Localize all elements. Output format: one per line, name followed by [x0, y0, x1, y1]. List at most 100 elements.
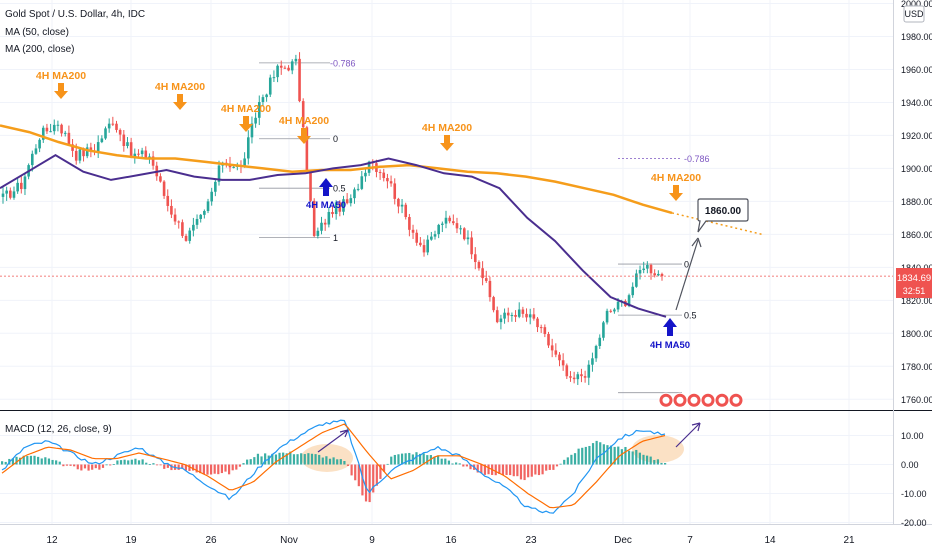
- macd-histogram-bar: [620, 449, 623, 465]
- bar-countdown: 32:51: [903, 286, 926, 296]
- macd-histogram-bar: [537, 464, 541, 476]
- macd-histogram-bar: [415, 452, 418, 465]
- macd-histogram-bar: [37, 456, 40, 465]
- macd-histogram-bar: [51, 459, 54, 465]
- candle-body: [609, 310, 613, 312]
- macd-histogram-bar: [47, 458, 51, 465]
- candle-body: [16, 182, 19, 192]
- candle-body: [20, 182, 23, 190]
- macd-histogram-bar: [26, 456, 29, 465]
- macd-histogram-bar: [238, 464, 242, 467]
- candle-body: [203, 210, 206, 215]
- candle-body: [294, 58, 298, 62]
- candle-body: [250, 123, 254, 138]
- event-flag-center: [718, 396, 726, 404]
- fib-level--0.786-label: -0.786: [330, 58, 356, 68]
- currency-button[interactable]: [903, 5, 925, 23]
- candle-body: [162, 181, 166, 196]
- candle-body: [30, 153, 34, 166]
- macd-histogram-bar: [570, 454, 573, 465]
- candle-body: [514, 314, 517, 317]
- candle-body: [159, 176, 162, 182]
- candle-body: [349, 198, 353, 204]
- fib2-level-0.5-label: 0.5: [684, 311, 697, 321]
- candle-body: [408, 217, 411, 230]
- price-axis-label: 1880.00: [901, 197, 932, 207]
- macd-histogram-bar: [534, 464, 537, 475]
- macd-histogram-bar: [202, 464, 205, 475]
- macd-histogram-bar: [664, 463, 667, 465]
- candle-body: [657, 273, 660, 276]
- macd-histogram-bar: [166, 464, 169, 468]
- macd-histogram-bar: [148, 464, 151, 465]
- event-flag-center: [704, 396, 712, 404]
- macd-histogram-bar: [516, 464, 519, 477]
- down-arrow-icon: [440, 135, 454, 151]
- macd-histogram-bar: [22, 455, 25, 465]
- candle-body: [195, 218, 199, 225]
- macd-histogram-bar: [480, 464, 483, 474]
- candle-body: [400, 204, 404, 207]
- candle-body: [173, 214, 177, 222]
- candle-body: [452, 221, 455, 224]
- candle-body: [532, 314, 536, 319]
- candle-body: [642, 268, 645, 271]
- macd-histogram-bar: [91, 464, 94, 470]
- target-arrow-head: [691, 237, 702, 248]
- candle-body: [430, 236, 433, 240]
- macd-histogram-bar: [458, 463, 461, 465]
- macd-histogram-bar: [653, 459, 656, 465]
- candle-body: [583, 376, 587, 378]
- candle-body: [323, 222, 327, 225]
- macd-histogram-bar: [109, 464, 112, 466]
- macd-histogram-bar: [541, 464, 544, 475]
- time-axis-label: 7: [687, 535, 693, 546]
- candle-body: [1, 193, 5, 197]
- macd-histogram-bar: [408, 452, 411, 465]
- macd-axis-label: -10.00: [901, 489, 927, 499]
- macd-histogram-bar: [455, 462, 458, 465]
- macd-histogram-bar: [559, 463, 562, 465]
- candle-body: [426, 239, 429, 253]
- macd-histogram-bar: [65, 464, 69, 466]
- ma200-legend: MA (200, close): [5, 44, 74, 55]
- macd-histogram-bar: [591, 443, 595, 465]
- candle-body: [360, 176, 364, 189]
- candle-body: [74, 150, 78, 161]
- price-axis-label: 1840.00: [901, 263, 932, 273]
- macd-histogram-bar: [494, 464, 497, 476]
- macd-histogram-bar: [530, 464, 533, 477]
- macd-histogram-bar: [296, 454, 299, 465]
- candle-body: [96, 142, 100, 153]
- candle-body: [587, 364, 591, 378]
- macd-histogram-bar: [436, 455, 440, 465]
- candle-body: [481, 268, 484, 279]
- macd-histogram-bar: [170, 464, 173, 471]
- candle-body: [393, 183, 397, 199]
- macd-histogram-bar: [545, 464, 548, 471]
- candle-body: [210, 191, 213, 202]
- candle-body: [122, 134, 126, 147]
- target-label: 1860.00: [705, 206, 742, 217]
- candle-body: [60, 124, 63, 134]
- candle-body: [616, 301, 620, 310]
- candle-body: [473, 254, 477, 263]
- candle-body: [232, 166, 235, 168]
- target-arrow-line: [675, 239, 699, 311]
- candle-body: [107, 123, 111, 129]
- candle-body: [598, 337, 602, 346]
- candle-body: [463, 228, 466, 240]
- fib-level-0-label: 0: [333, 134, 338, 144]
- macd-histogram-bar: [523, 464, 526, 481]
- macd-histogram-bar: [235, 464, 238, 470]
- candle-body: [554, 350, 558, 355]
- price-axis-label: 1800.00: [901, 329, 932, 339]
- candle-body: [257, 102, 261, 118]
- macd-legend: MACD (12, 26, close, 9): [5, 424, 112, 435]
- candle-body: [181, 222, 184, 236]
- candle-body: [188, 230, 192, 241]
- ma50-line: [0, 154, 667, 318]
- macd-histogram-bar: [325, 456, 328, 465]
- candle-body: [140, 150, 144, 155]
